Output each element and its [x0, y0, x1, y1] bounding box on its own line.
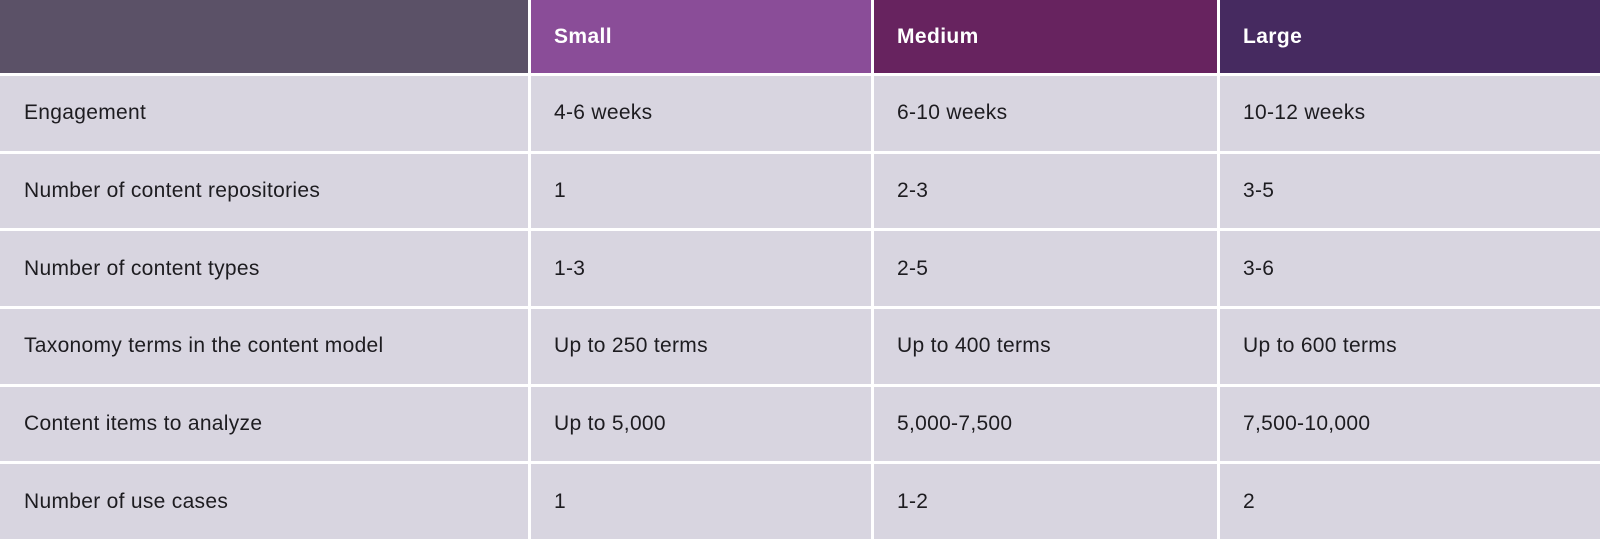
cell-content-types-small: 1-3: [531, 231, 871, 306]
cell-taxonomy-large: Up to 600 terms: [1220, 308, 1600, 384]
column-header-large: Large: [1220, 0, 1600, 73]
cell-repositories-small: 1: [531, 153, 871, 229]
row-label-content-types: Number of content types: [0, 231, 528, 306]
column-header-medium: Medium: [874, 0, 1217, 73]
row-label-taxonomy-terms: Taxonomy terms in the content model: [0, 308, 528, 384]
column-header-small: Small: [531, 0, 871, 73]
cell-content-items-large: 7,500-10,000: [1220, 386, 1600, 462]
row-label-engagement: Engagement: [0, 76, 528, 151]
cell-content-items-medium: 5,000-7,500: [874, 386, 1217, 462]
cell-engagement-large: 10-12 weeks: [1220, 76, 1600, 151]
cell-content-types-medium: 2-5: [874, 231, 1217, 306]
cell-use-cases-large: 2: [1220, 464, 1600, 539]
row-label-content-items: Content items to analyze: [0, 386, 528, 462]
cell-use-cases-small: 1: [531, 464, 871, 539]
cell-taxonomy-small: Up to 250 terms: [531, 308, 871, 384]
cell-repositories-medium: 2-3: [874, 153, 1217, 229]
cell-content-types-large: 3-6: [1220, 231, 1600, 306]
row-label-use-cases: Number of use cases: [0, 464, 528, 539]
cell-use-cases-medium: 1-2: [874, 464, 1217, 539]
cell-repositories-large: 3-5: [1220, 153, 1600, 229]
row-label-content-repositories: Number of content repositories: [0, 153, 528, 229]
cell-taxonomy-medium: Up to 400 terms: [874, 308, 1217, 384]
cell-content-items-small: Up to 5,000: [531, 386, 871, 462]
cell-engagement-medium: 6-10 weeks: [874, 76, 1217, 151]
table-corner-cell: [0, 0, 528, 73]
cell-engagement-small: 4-6 weeks: [531, 76, 871, 151]
